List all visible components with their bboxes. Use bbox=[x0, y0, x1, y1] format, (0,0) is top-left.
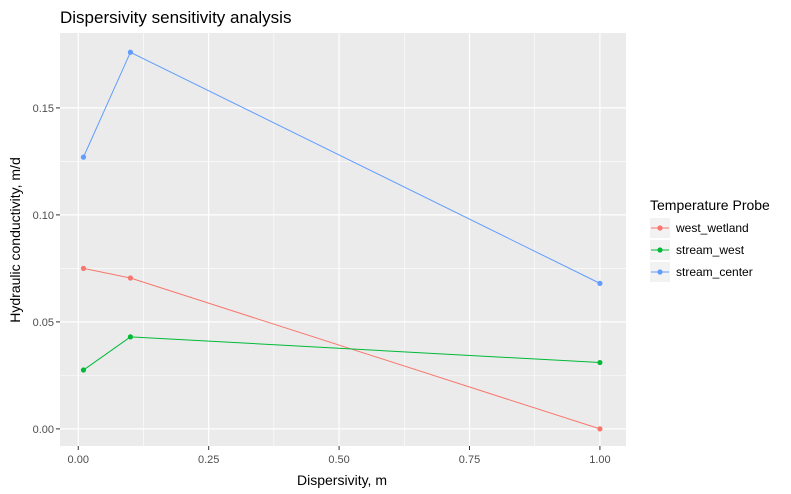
axis-ticks: 0.00 0.25 0.50 0.75 1.00 0.00 0.05 0.10 0.15 bbox=[33, 103, 611, 466]
y-tick-label: 0.05 bbox=[33, 317, 54, 329]
y-tick-label: 0.15 bbox=[33, 103, 54, 115]
plot-panel bbox=[60, 33, 626, 446]
chart-title: Dispersivity sensitivity analysis bbox=[60, 8, 291, 27]
x-tick-label: 0.00 bbox=[68, 454, 89, 466]
x-tick-label: 1.00 bbox=[589, 454, 610, 466]
legend-key-point bbox=[657, 225, 663, 231]
data-point-west_wetland bbox=[80, 265, 87, 271]
x-tick-label: 0.50 bbox=[328, 454, 349, 466]
y-tick-label: 0.10 bbox=[33, 210, 54, 222]
data-point-stream_west bbox=[597, 359, 603, 366]
data-marks bbox=[80, 49, 603, 432]
data-point-stream_center bbox=[80, 154, 87, 160]
legend-title: Temperature Probe bbox=[650, 197, 770, 213]
y-tick-label: 0.00 bbox=[33, 424, 54, 436]
legend-label: stream_center bbox=[676, 265, 753, 279]
data-point-stream_west bbox=[127, 334, 134, 340]
data-point-stream_center bbox=[597, 280, 603, 286]
data-point-stream_west bbox=[80, 367, 87, 373]
legend-key-point bbox=[657, 269, 663, 275]
data-point-west_wetland bbox=[127, 275, 134, 281]
legend-key-point bbox=[657, 247, 663, 253]
data-point-west_wetland bbox=[597, 426, 603, 432]
x-tick-label: 0.75 bbox=[459, 454, 480, 466]
x-tick-label: 0.25 bbox=[198, 454, 219, 466]
panel-background bbox=[60, 33, 626, 446]
legend: Temperature Probe west_wetland stream_wes… bbox=[650, 197, 770, 282]
x-axis-title: Dispersivity, m bbox=[297, 472, 387, 488]
y-axis-title: Hydraulic conductivity, m/d bbox=[7, 157, 23, 322]
legend-label: west_wetland bbox=[675, 221, 749, 235]
data-point-stream_center bbox=[127, 49, 134, 55]
legend-label: stream_west bbox=[676, 243, 745, 257]
